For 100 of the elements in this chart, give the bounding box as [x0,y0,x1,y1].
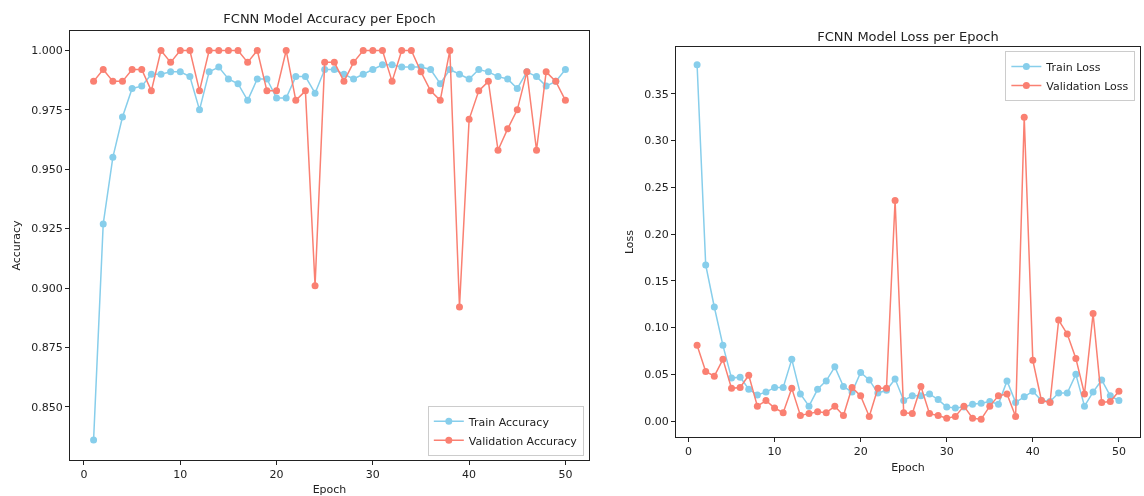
point [128,65,136,73]
point [234,46,242,54]
point [839,411,847,419]
point [273,87,281,95]
point [865,376,873,384]
point [934,411,942,419]
point [138,82,146,90]
point [1055,389,1063,397]
point [504,75,512,83]
point [513,106,521,114]
point [710,303,718,311]
point [822,377,830,385]
point [90,77,98,85]
point [282,94,290,102]
point [1115,387,1123,395]
point [301,73,309,81]
point [205,68,213,76]
point [321,58,329,66]
point [504,125,512,133]
point [388,77,396,85]
point [779,409,787,417]
point [736,373,744,381]
point [340,77,348,85]
point [805,402,813,410]
point [926,390,934,398]
point [702,368,710,376]
point [1072,370,1080,378]
point [128,84,136,92]
point [369,46,377,54]
point [728,384,736,392]
point [427,65,435,73]
point [224,46,232,54]
y-tick-label: 1.000 [31,44,63,58]
legend-label: Validation Loss [1046,79,1129,93]
point [848,383,856,391]
point [494,146,502,154]
point [561,65,569,73]
point [196,87,204,95]
point [969,400,977,408]
point [908,410,916,418]
point [1089,388,1097,396]
point [330,58,338,66]
y-tick-label: 0.875 [31,341,63,355]
x-tick-label: 50 [1111,445,1126,459]
point [167,58,175,66]
point [388,61,396,69]
point [484,77,492,85]
point [455,70,463,78]
point [891,196,899,204]
point [779,383,787,391]
point [788,384,796,392]
point [831,402,839,410]
point [710,372,718,380]
y-tick-label: 0.30 [644,134,669,148]
point [753,402,761,410]
y-tick-label: 0.900 [31,281,63,295]
point [831,363,839,371]
point [1020,113,1028,121]
point [118,113,126,121]
point [857,368,865,376]
point [359,70,367,78]
point [702,261,710,269]
point [330,65,338,73]
point [1003,377,1011,385]
point [99,65,107,73]
point [196,106,204,114]
point [1055,316,1063,324]
x-axis-title: Epoch [891,461,925,475]
x-axis-title: Epoch [312,483,347,496]
point [311,282,319,290]
point [407,63,415,71]
point [943,414,951,422]
point [176,46,184,54]
x-tick-label: 20 [269,468,284,482]
x-tick-label: 20 [853,445,868,459]
point [969,414,977,422]
point [994,400,1002,408]
point [494,73,502,81]
point [796,411,804,419]
point [542,68,550,76]
point [1072,354,1080,362]
point [771,383,779,391]
point [350,75,358,83]
point [513,84,521,92]
point [805,410,813,418]
point [917,383,925,390]
point [1063,330,1071,338]
point [874,384,882,392]
y-tick-label: 0.05 [644,368,669,382]
point [533,146,541,154]
point [475,87,483,95]
point [1029,356,1037,364]
y-tick-label: 0.925 [31,222,63,236]
point [719,355,727,363]
point [814,408,822,416]
point [147,70,155,78]
x-tick-label: 0 [684,445,692,459]
point [745,371,753,379]
point [788,355,796,363]
point [796,390,804,398]
